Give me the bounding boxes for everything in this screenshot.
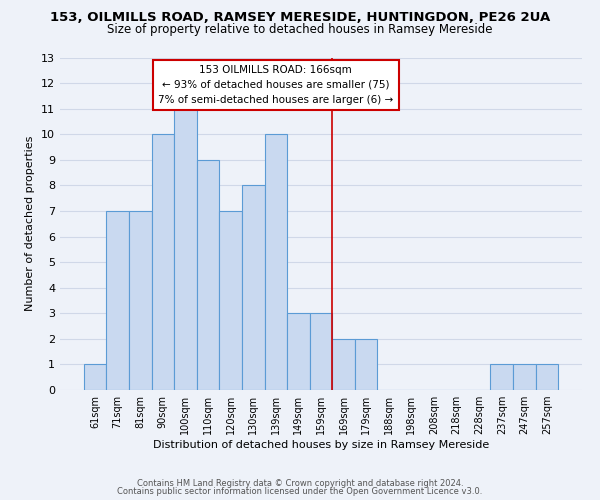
Bar — [106, 211, 129, 390]
Bar — [265, 134, 287, 390]
Bar — [287, 314, 310, 390]
X-axis label: Distribution of detached houses by size in Ramsey Mereside: Distribution of detached houses by size … — [153, 440, 489, 450]
Text: Contains public sector information licensed under the Open Government Licence v3: Contains public sector information licen… — [118, 487, 482, 496]
Bar — [536, 364, 558, 390]
Y-axis label: Number of detached properties: Number of detached properties — [25, 136, 35, 312]
Text: 153 OILMILLS ROAD: 166sqm
← 93% of detached houses are smaller (75)
7% of semi-d: 153 OILMILLS ROAD: 166sqm ← 93% of detac… — [158, 65, 394, 105]
Bar — [129, 211, 152, 390]
Bar — [332, 339, 355, 390]
Bar — [490, 364, 513, 390]
Bar — [174, 108, 197, 390]
Bar — [242, 186, 265, 390]
Bar — [152, 134, 174, 390]
Text: 153, OILMILLS ROAD, RAMSEY MERESIDE, HUNTINGDON, PE26 2UA: 153, OILMILLS ROAD, RAMSEY MERESIDE, HUN… — [50, 11, 550, 24]
Bar — [197, 160, 220, 390]
Bar — [355, 339, 377, 390]
Bar — [220, 211, 242, 390]
Text: Size of property relative to detached houses in Ramsey Mereside: Size of property relative to detached ho… — [107, 22, 493, 36]
Text: Contains HM Land Registry data © Crown copyright and database right 2024.: Contains HM Land Registry data © Crown c… — [137, 478, 463, 488]
Bar — [310, 314, 332, 390]
Bar — [84, 364, 106, 390]
Bar — [513, 364, 536, 390]
